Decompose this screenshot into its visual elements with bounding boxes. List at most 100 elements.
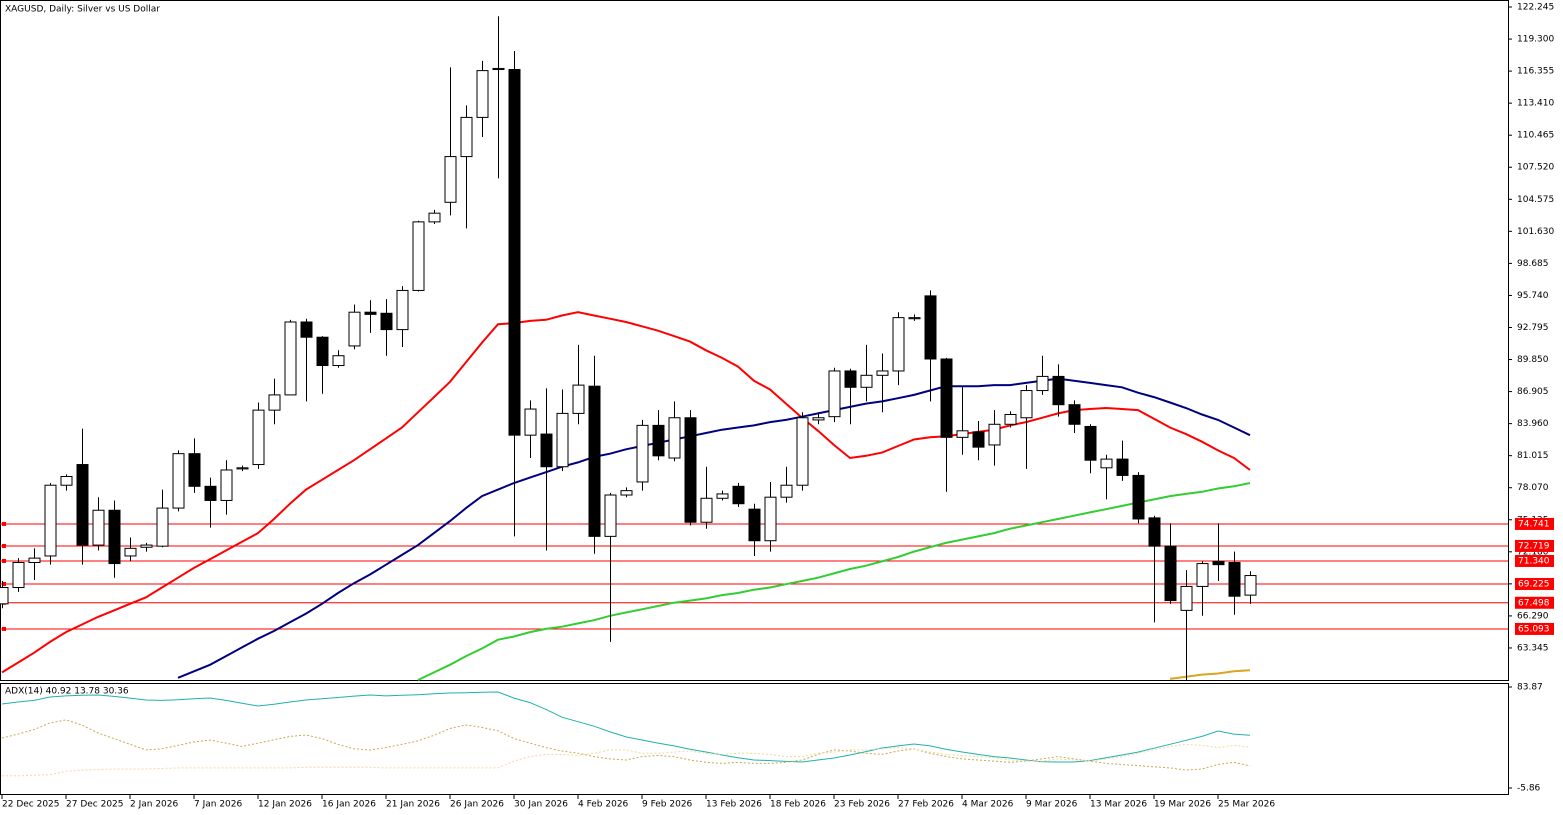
candle-body bbox=[284, 321, 297, 396]
main-panel bbox=[0, 0, 1509, 681]
level-label-box bbox=[1515, 622, 1554, 635]
level-marker bbox=[2, 581, 6, 586]
moving-average bbox=[417, 482, 1251, 681]
moving-average bbox=[1169, 669, 1251, 680]
candle-body bbox=[668, 417, 681, 459]
candle-body bbox=[716, 493, 729, 499]
candle-body bbox=[1244, 575, 1257, 596]
y-tick-label: 107.520 bbox=[1517, 163, 1554, 173]
candle-body bbox=[460, 116, 473, 158]
x-tick-label: 30 Jan 2026 bbox=[514, 800, 568, 810]
candle-body bbox=[172, 453, 185, 509]
indicator-line bbox=[1, 691, 1251, 763]
candle-body bbox=[1116, 458, 1129, 476]
candle-body bbox=[1068, 404, 1081, 425]
candle-body bbox=[956, 430, 969, 438]
candle-body bbox=[1132, 474, 1145, 520]
x-tick-label: 26 Jan 2026 bbox=[450, 800, 504, 810]
candle-body bbox=[28, 557, 41, 563]
candle-body bbox=[476, 70, 489, 118]
candle-body bbox=[684, 417, 697, 523]
y-tick-label: -5.86 bbox=[1517, 784, 1541, 794]
candle-body bbox=[1100, 458, 1113, 469]
y-tick-label: 116.355 bbox=[1517, 67, 1554, 77]
adx-panel bbox=[0, 683, 1509, 795]
candle-body bbox=[1180, 585, 1193, 611]
level-label: 71.340 bbox=[1518, 556, 1550, 566]
candle-body bbox=[44, 484, 57, 557]
candle-body bbox=[268, 394, 281, 411]
candle-body bbox=[988, 423, 1001, 446]
y-tick-label: 104.575 bbox=[1517, 195, 1554, 205]
y-tick-label: 110.465 bbox=[1517, 131, 1554, 141]
candle-body bbox=[1196, 563, 1209, 587]
x-tick-label: 23 Feb 2026 bbox=[834, 800, 890, 810]
candle-body bbox=[860, 374, 873, 388]
x-tick-label: 7 Jan 2026 bbox=[194, 800, 242, 810]
candle-body bbox=[572, 384, 585, 414]
level-label: 65.093 bbox=[1518, 624, 1550, 634]
candle-body bbox=[220, 469, 233, 501]
y-tick-label: 83.960 bbox=[1517, 419, 1549, 429]
candle-body bbox=[396, 289, 409, 331]
candle-body bbox=[76, 464, 89, 546]
candle-body bbox=[156, 507, 169, 547]
y-tick-label: 86.905 bbox=[1517, 387, 1549, 397]
level-label: 69.225 bbox=[1518, 579, 1550, 589]
candle-body bbox=[348, 311, 361, 347]
x-tick-label: 27 Dec 2025 bbox=[66, 800, 124, 810]
candle-body bbox=[1084, 425, 1097, 461]
candle-body bbox=[236, 467, 249, 470]
candle-body bbox=[92, 509, 105, 546]
candle-body bbox=[108, 509, 121, 565]
candle-body bbox=[812, 417, 825, 421]
panel-title: XAGUSD, Daily: Silver vs US Dollar bbox=[5, 5, 160, 15]
candle-body bbox=[412, 221, 425, 291]
candle-body bbox=[444, 156, 457, 203]
level-marker bbox=[2, 558, 6, 563]
level-label: 72.719 bbox=[1518, 541, 1550, 551]
y-tick-label: 83.87 bbox=[1517, 683, 1543, 693]
candle-body bbox=[332, 355, 345, 367]
y-tick-label: 92.795 bbox=[1517, 323, 1549, 333]
level-label-box bbox=[1515, 539, 1554, 552]
candle-body bbox=[732, 485, 745, 505]
level-marker bbox=[2, 626, 6, 631]
candle-body bbox=[892, 317, 905, 372]
indicator-line bbox=[2, 743, 1251, 777]
candle-body bbox=[12, 561, 25, 589]
x-tick-label: 4 Feb 2026 bbox=[578, 800, 629, 810]
candle-body bbox=[876, 370, 889, 376]
indicator-line bbox=[1, 719, 1251, 771]
candle-body bbox=[748, 508, 761, 542]
candle-body bbox=[492, 67, 505, 71]
candle-body bbox=[924, 295, 937, 360]
y-tick-label: 98.685 bbox=[1517, 259, 1549, 269]
level-label: 74.741 bbox=[1518, 519, 1550, 529]
y-tick-label: 101.630 bbox=[1517, 227, 1554, 237]
candle-body bbox=[556, 412, 569, 468]
candle-body bbox=[1212, 560, 1225, 566]
level-label: 67.498 bbox=[1518, 598, 1550, 608]
x-tick-label: 13 Mar 2026 bbox=[1090, 800, 1147, 810]
candle-body bbox=[908, 317, 921, 320]
candle-body bbox=[1036, 375, 1049, 392]
candle-body bbox=[252, 409, 265, 466]
x-tick-label: 9 Feb 2026 bbox=[642, 800, 693, 810]
candle-body bbox=[364, 311, 377, 315]
candle-body bbox=[1148, 517, 1161, 547]
candle-body bbox=[124, 547, 137, 557]
level-label-box bbox=[1515, 554, 1554, 567]
x-tick-label: 27 Feb 2026 bbox=[898, 800, 954, 810]
y-tick-label: 72.180 bbox=[1517, 547, 1549, 557]
candle-body bbox=[380, 312, 393, 331]
candle-body bbox=[0, 587, 9, 605]
candle-body bbox=[940, 358, 953, 438]
y-tick-label: 113.410 bbox=[1517, 99, 1554, 109]
x-tick-label: 2 Jan 2026 bbox=[130, 800, 178, 810]
x-tick-label: 13 Feb 2026 bbox=[706, 800, 762, 810]
panel-title: ADX(14) 40.92 13.78 30.36 bbox=[5, 687, 129, 697]
candle-body bbox=[588, 385, 601, 537]
candle-body bbox=[204, 485, 217, 501]
